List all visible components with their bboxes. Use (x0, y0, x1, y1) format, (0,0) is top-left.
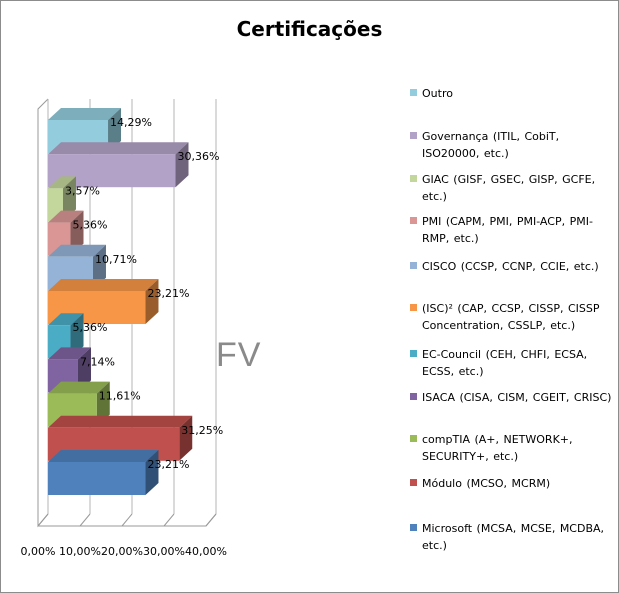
gridline-floor (163, 513, 175, 527)
bar-front-face (48, 462, 146, 495)
legend-swatch (410, 217, 417, 224)
legend-label: ISACA (CISA, CISM, CGEIT, CRISC) (422, 391, 612, 404)
data-label: 10,71% (95, 253, 137, 266)
legend-swatch (410, 393, 417, 400)
legend-swatch (410, 479, 417, 486)
data-label: 7,14% (80, 355, 115, 368)
bar-side-face (179, 415, 193, 461)
data-label: 23,21% (147, 458, 189, 471)
bar-top-face (48, 347, 91, 360)
gridline-floor (205, 513, 217, 527)
bar-side-face (145, 450, 159, 495)
legend-swatch (410, 524, 417, 531)
bar-side-face (70, 313, 84, 359)
bar-top-face (48, 381, 110, 394)
bar (48, 450, 159, 495)
gridline-floor (37, 513, 49, 527)
watermark: FV (216, 336, 262, 374)
bar-side-face (62, 176, 76, 222)
data-label: 14,29% (110, 116, 152, 129)
bar-top-face (48, 244, 106, 257)
x-tick-label: 20,00% (101, 545, 143, 558)
x-tick-label: 40,00% (185, 545, 227, 558)
bar-top-face (48, 279, 159, 291)
legend-label: Microsoft (MCSA, MCSE, MCDBA, etc.) (422, 522, 605, 552)
chart-title: Certificações (236, 17, 383, 41)
bar-side-face (77, 347, 91, 393)
x-tick-label: 0,00% (21, 545, 56, 558)
data-label: 5,36% (73, 321, 108, 334)
legend-label: PMI (CAPM, PMI, PMI-ACP, PMI-RMP, etc.) (422, 215, 593, 245)
bar (48, 313, 84, 359)
legend-swatch (410, 175, 417, 182)
bar-side-face (145, 279, 159, 324)
bar-top-face (48, 450, 159, 462)
legend-swatch (410, 350, 417, 357)
bar-top-face (48, 210, 84, 223)
data-label: 11,61% (99, 390, 141, 403)
bar-top-face (48, 313, 84, 326)
legend-swatch (410, 89, 417, 96)
legend-label: GIAC (GISF, GSEC, GISP, GCFE, etc.) (422, 173, 596, 203)
bar-side-face (70, 210, 84, 256)
left-wall (37, 98, 49, 528)
legend-label: CISCO (CCSP, CCNP, CCIE, etc.) (422, 260, 599, 273)
bar-side-face (108, 108, 122, 153)
legend-label: EC-Council (CEH, CHFI, ECSA, ECSS, etc.) (422, 348, 588, 378)
legend-swatch (410, 435, 417, 442)
bar-top-face (48, 108, 122, 120)
data-label: 5,36% (73, 219, 108, 232)
bar-top-face (48, 142, 189, 155)
data-label: 30,36% (178, 150, 220, 163)
legend-label: Outro (422, 87, 453, 100)
gridline-floor (121, 513, 133, 527)
data-label: 31,25% (181, 424, 223, 437)
legend-swatch (410, 304, 417, 311)
bar (48, 210, 84, 256)
gridline-floor (79, 513, 91, 527)
x-tick-label: 30,00% (143, 545, 185, 558)
legend-label: Governança (ITIL, CobiT, ISO20000, etc.) (422, 130, 560, 160)
data-label: 23,21% (147, 287, 189, 300)
bar-top-face (48, 176, 76, 189)
bar-side-face (175, 142, 189, 188)
legend-label: compTIA (A+, NETWORK+, SECURITY+, etc.) (422, 433, 573, 463)
bar-side-face (92, 244, 106, 290)
legend-label: Módulo (MCSO, MCRM) (422, 477, 551, 490)
legend-swatch (410, 262, 417, 269)
legend-label: (ISC)² (CAP, CCSP, CISSP, CISSP Concentr… (422, 302, 600, 332)
bar-top-face (48, 415, 193, 428)
legend-swatch (410, 132, 417, 139)
bar-side-face (96, 381, 110, 427)
bar (48, 108, 122, 153)
x-tick-label: 10,00% (59, 545, 101, 558)
data-label: 3,57% (65, 184, 100, 197)
